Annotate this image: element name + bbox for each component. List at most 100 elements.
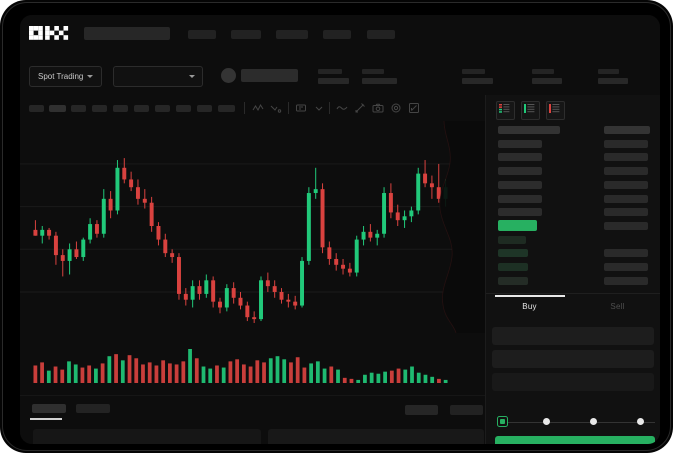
toolbar-divider	[329, 102, 330, 114]
orderbook-row[interactable]	[486, 151, 660, 163]
orderbook-row-ask	[604, 153, 648, 162]
tab-buy[interactable]: Buy	[522, 302, 537, 311]
interval-chip-8[interactable]	[176, 105, 191, 112]
order-amount-field[interactable]	[492, 350, 654, 368]
interval-chip-10[interactable]	[218, 105, 235, 112]
avatar[interactable]	[221, 68, 236, 83]
orderbook-row[interactable]	[486, 219, 660, 232]
interval-chip-6[interactable]	[134, 105, 149, 112]
candlestick-chart-svg	[20, 158, 455, 323]
spot-trading-label: Spot Trading	[38, 72, 84, 81]
orderbook-row[interactable]	[486, 234, 660, 246]
indicator-icon[interactable]	[295, 102, 307, 114]
bottom-action-2[interactable]	[450, 405, 483, 415]
orderbook-row[interactable]	[486, 261, 660, 273]
orderbook-row-bid	[498, 139, 542, 148]
tab-sell[interactable]: Sell	[610, 302, 625, 311]
stat-last-price	[318, 69, 349, 84]
top-header	[20, 15, 660, 58]
search-input[interactable]	[84, 27, 170, 40]
fullscreen-icon[interactable]	[408, 102, 420, 114]
orderbook-row-bid	[498, 249, 528, 258]
wave-icon[interactable]	[336, 102, 348, 114]
order-panel: Buy Sell	[485, 95, 660, 444]
spot-trading-dropdown[interactable]: Spot Trading	[29, 66, 103, 87]
nav-item-1[interactable]	[188, 30, 216, 39]
stepper-handle-active[interactable]	[497, 416, 508, 427]
interval-chip-3[interactable]	[71, 105, 86, 112]
orderbook-view-bids-icon[interactable]	[521, 101, 540, 120]
nav-item-3[interactable]	[276, 30, 308, 39]
orderbook-row[interactable]	[486, 275, 660, 287]
camera-icon[interactable]	[372, 102, 384, 114]
interval-chip-4[interactable]	[92, 105, 107, 112]
orderbook-row-ask	[604, 208, 648, 217]
amount-percent-stepper[interactable]	[495, 416, 655, 428]
bottom-panel	[20, 395, 485, 444]
orderbook-row-ask	[604, 194, 648, 203]
orderbook-row[interactable]	[486, 206, 660, 218]
stat-volume-24h	[598, 69, 628, 84]
orderbook-row-bid	[498, 153, 542, 162]
orderbook-rows[interactable]	[486, 124, 660, 291]
candle-series	[33, 158, 448, 323]
tab-order-history[interactable]	[76, 404, 110, 413]
tab-active-underline	[30, 418, 62, 420]
orderbook-row-bid	[498, 276, 528, 285]
orderbook-view-both-icon[interactable]	[496, 101, 515, 120]
toolbar-divider	[244, 102, 245, 114]
orderbook-row[interactable]	[486, 138, 660, 150]
orderbook-row-bid	[498, 180, 542, 189]
interval-chip-7[interactable]	[155, 105, 170, 112]
volume-chart[interactable]	[20, 333, 485, 395]
nav-item-4[interactable]	[323, 30, 351, 39]
orderbook-row-ask	[604, 249, 648, 258]
tab-open-orders[interactable]	[32, 404, 66, 413]
orderbook-view-asks-icon[interactable]	[546, 101, 565, 120]
drawing-pencil-icon[interactable]	[354, 102, 366, 114]
orderbook-row[interactable]	[486, 165, 660, 177]
orderbook-row-bid	[498, 194, 542, 203]
interval-chip-2[interactable]	[49, 105, 66, 112]
order-price-field[interactable]	[492, 327, 654, 345]
interval-chip-9[interactable]	[197, 105, 212, 112]
orderbook-row[interactable]	[486, 193, 660, 205]
app-screen: Spot Trading	[20, 15, 660, 444]
stat-change-24h	[362, 69, 397, 84]
order-form-tabs: Buy Sell	[486, 293, 660, 322]
chevron-down-icon	[189, 75, 195, 78]
orderbook-row-ask	[604, 167, 648, 176]
orderbook-row-ask	[604, 126, 650, 134]
bottom-content-left	[33, 429, 261, 444]
line-chart-icon[interactable]	[252, 102, 264, 114]
interval-chip-5[interactable]	[113, 105, 128, 112]
stepper-dot-4[interactable]	[637, 418, 644, 425]
order-total-field[interactable]	[492, 373, 654, 391]
nav-item-2[interactable]	[231, 30, 261, 39]
trading-pair-select[interactable]	[113, 66, 203, 87]
orderbook-row[interactable]	[486, 179, 660, 191]
volume-chart-svg	[33, 349, 448, 383]
chevron-down-icon[interactable]	[313, 102, 325, 114]
orderbook-row[interactable]	[486, 124, 660, 136]
settings-gear-icon[interactable]	[390, 102, 402, 114]
orderbook-row-bid	[498, 263, 528, 271]
stepper-dot-3[interactable]	[590, 418, 597, 425]
stepper-track	[501, 421, 655, 423]
submit-order-button[interactable]	[495, 436, 655, 444]
stepper-dot-2[interactable]	[543, 418, 550, 425]
orderbook-row-bid	[498, 208, 542, 217]
okx-logo-icon[interactable]	[29, 26, 73, 40]
candlestick-chart[interactable]	[20, 121, 485, 333]
bottom-action-1[interactable]	[405, 405, 438, 415]
stat-low-24h	[532, 69, 562, 84]
interval-chip-1[interactable]	[29, 105, 44, 112]
nav-item-5[interactable]	[367, 30, 395, 39]
trend-line-icon[interactable]	[270, 102, 282, 114]
chevron-down-icon	[87, 75, 94, 78]
account-name	[241, 69, 298, 82]
buy-tab-underline	[495, 295, 565, 297]
orderbook-row[interactable]	[486, 247, 660, 259]
